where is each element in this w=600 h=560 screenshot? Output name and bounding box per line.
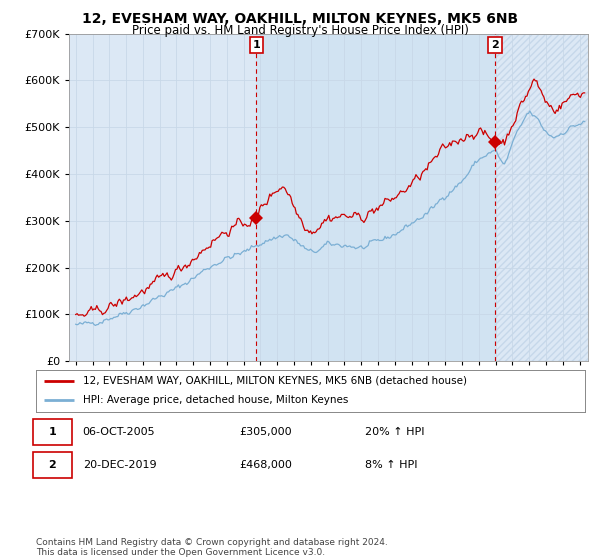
Text: 12, EVESHAM WAY, OAKHILL, MILTON KEYNES, MK5 6NB (detached house): 12, EVESHAM WAY, OAKHILL, MILTON KEYNES,… [83, 376, 467, 386]
FancyBboxPatch shape [33, 419, 71, 445]
Text: 12, EVESHAM WAY, OAKHILL, MILTON KEYNES, MK5 6NB: 12, EVESHAM WAY, OAKHILL, MILTON KEYNES,… [82, 12, 518, 26]
Text: Contains HM Land Registry data © Crown copyright and database right 2024.
This d: Contains HM Land Registry data © Crown c… [36, 538, 388, 557]
Text: 06-OCT-2005: 06-OCT-2005 [83, 427, 155, 437]
Text: 20-DEC-2019: 20-DEC-2019 [83, 460, 156, 470]
Text: 20% ↑ HPI: 20% ↑ HPI [365, 427, 425, 437]
FancyBboxPatch shape [33, 451, 71, 478]
Bar [256, 34, 495, 361]
Text: 1: 1 [253, 40, 260, 50]
Text: £305,000: £305,000 [239, 427, 292, 437]
Text: 1: 1 [49, 427, 56, 437]
Text: Price paid vs. HM Land Registry's House Price Index (HPI): Price paid vs. HM Land Registry's House … [131, 24, 469, 36]
Bar [495, 34, 593, 361]
Text: HPI: Average price, detached house, Milton Keynes: HPI: Average price, detached house, Milt… [83, 395, 348, 405]
Text: £468,000: £468,000 [239, 460, 292, 470]
Text: 8% ↑ HPI: 8% ↑ HPI [365, 460, 418, 470]
Text: 2: 2 [49, 460, 56, 470]
Text: 2: 2 [491, 40, 499, 50]
